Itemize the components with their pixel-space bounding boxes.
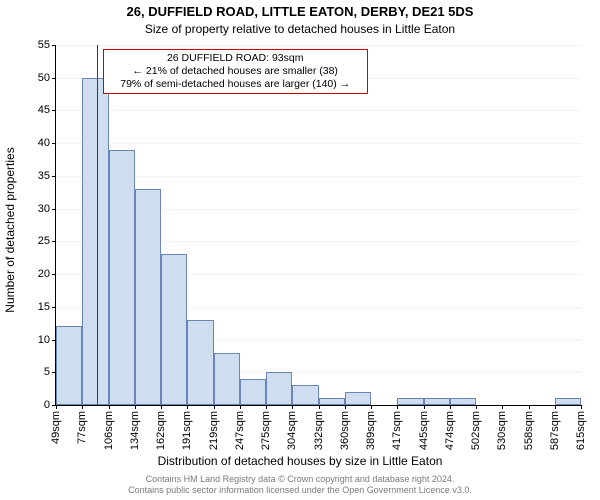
x-tick-mark <box>529 405 530 409</box>
footer-attribution: Contains HM Land Registry data © Crown c… <box>0 474 600 496</box>
chart-subtitle: Size of property relative to detached ho… <box>0 22 600 36</box>
x-tick-mark <box>266 405 267 409</box>
x-tick-mark <box>502 405 503 409</box>
x-tick-mark <box>397 405 398 409</box>
x-axis-label: Distribution of detached houses by size … <box>0 454 600 468</box>
y-tick-label: 30 <box>38 203 50 215</box>
x-tick-label: 106sqm <box>103 411 115 450</box>
x-tick-label: 49sqm <box>50 411 62 444</box>
x-tick-mark <box>319 405 320 409</box>
gridline <box>56 143 581 144</box>
x-tick-label: 615sqm <box>575 411 587 450</box>
x-tick-label: 247sqm <box>234 411 246 450</box>
y-tick-mark <box>52 78 56 79</box>
x-tick-mark <box>476 405 477 409</box>
x-tick-label: 445sqm <box>418 411 430 450</box>
x-tick-label: 304sqm <box>286 411 298 450</box>
annotation-line-3: 79% of semi-detached houses are larger (… <box>110 78 361 91</box>
x-tick-mark <box>424 405 425 409</box>
gridline <box>56 110 581 111</box>
chart-title-address: 26, DUFFIELD ROAD, LITTLE EATON, DERBY, … <box>0 4 600 19</box>
y-tick-label: 0 <box>44 399 50 411</box>
y-tick-label: 50 <box>38 72 50 84</box>
y-tick-label: 55 <box>38 39 50 51</box>
y-tick-label: 35 <box>38 170 50 182</box>
histogram-bar <box>82 78 108 405</box>
histogram-bar <box>56 326 82 405</box>
x-tick-label: 275sqm <box>260 411 272 450</box>
y-tick-label: 5 <box>44 366 50 378</box>
x-tick-mark <box>109 405 110 409</box>
y-tick-mark <box>52 209 56 210</box>
footer-line-2: Contains public sector information licen… <box>0 485 600 496</box>
histogram-bar <box>397 398 423 405</box>
histogram-bar <box>450 398 476 405</box>
y-tick-mark <box>52 110 56 111</box>
annotation-line-2: ← 21% of detached houses are smaller (38… <box>110 65 361 78</box>
y-tick-mark <box>52 307 56 308</box>
histogram-bar <box>161 254 187 405</box>
histogram-bar <box>109 150 135 405</box>
x-tick-label: 134sqm <box>129 411 141 450</box>
y-tick-label: 10 <box>38 334 50 346</box>
histogram-bar <box>424 398 450 405</box>
histogram-bar <box>292 385 318 405</box>
gridline <box>56 45 581 46</box>
reference-line <box>97 45 98 405</box>
histogram-bar <box>319 398 345 405</box>
y-tick-mark <box>52 274 56 275</box>
x-tick-mark <box>371 405 372 409</box>
y-tick-mark <box>52 176 56 177</box>
y-tick-mark <box>52 143 56 144</box>
chart-container: 26, DUFFIELD ROAD, LITTLE EATON, DERBY, … <box>0 0 600 500</box>
x-tick-mark <box>187 405 188 409</box>
x-tick-label: 191sqm <box>181 411 193 450</box>
y-tick-mark <box>52 241 56 242</box>
x-tick-label: 162sqm <box>155 411 167 450</box>
y-axis-label: Number of detached properties <box>3 147 17 312</box>
x-tick-mark <box>345 405 346 409</box>
histogram-bar <box>555 398 581 405</box>
histogram-bar <box>240 379 266 405</box>
histogram-bar <box>135 189 161 405</box>
x-tick-label: 417sqm <box>391 411 403 450</box>
annotation-line-1: 26 DUFFIELD ROAD: 93sqm <box>110 52 361 65</box>
x-tick-mark <box>82 405 83 409</box>
histogram-bar <box>214 353 240 405</box>
x-tick-label: 360sqm <box>339 411 351 450</box>
y-tick-label: 20 <box>38 268 50 280</box>
x-tick-mark <box>555 405 556 409</box>
x-tick-mark <box>450 405 451 409</box>
histogram-bar <box>266 372 292 405</box>
histogram-bar <box>345 392 371 405</box>
x-tick-mark <box>240 405 241 409</box>
x-tick-label: 389sqm <box>365 411 377 450</box>
x-tick-label: 332sqm <box>313 411 325 450</box>
x-tick-label: 587sqm <box>549 411 561 450</box>
x-tick-label: 77sqm <box>76 411 88 444</box>
histogram-bar <box>187 320 213 405</box>
annotation-box: 26 DUFFIELD ROAD: 93sqm ← 21% of detache… <box>103 49 368 94</box>
y-tick-label: 25 <box>38 235 50 247</box>
x-tick-mark <box>214 405 215 409</box>
x-tick-label: 558sqm <box>523 411 535 450</box>
x-tick-mark <box>581 405 582 409</box>
y-tick-mark <box>52 45 56 46</box>
gridline <box>56 176 581 177</box>
x-tick-mark <box>56 405 57 409</box>
footer-line-1: Contains HM Land Registry data © Crown c… <box>0 474 600 485</box>
x-tick-label: 530sqm <box>496 411 508 450</box>
y-tick-label: 40 <box>38 137 50 149</box>
x-tick-mark <box>161 405 162 409</box>
x-tick-mark <box>135 405 136 409</box>
y-tick-label: 15 <box>38 301 50 313</box>
plot-area: 051015202530354045505549sqm77sqm106sqm13… <box>55 45 581 406</box>
x-tick-mark <box>292 405 293 409</box>
y-tick-label: 45 <box>38 104 50 116</box>
x-tick-label: 219sqm <box>208 411 220 450</box>
x-tick-label: 474sqm <box>444 411 456 450</box>
x-tick-label: 502sqm <box>470 411 482 450</box>
